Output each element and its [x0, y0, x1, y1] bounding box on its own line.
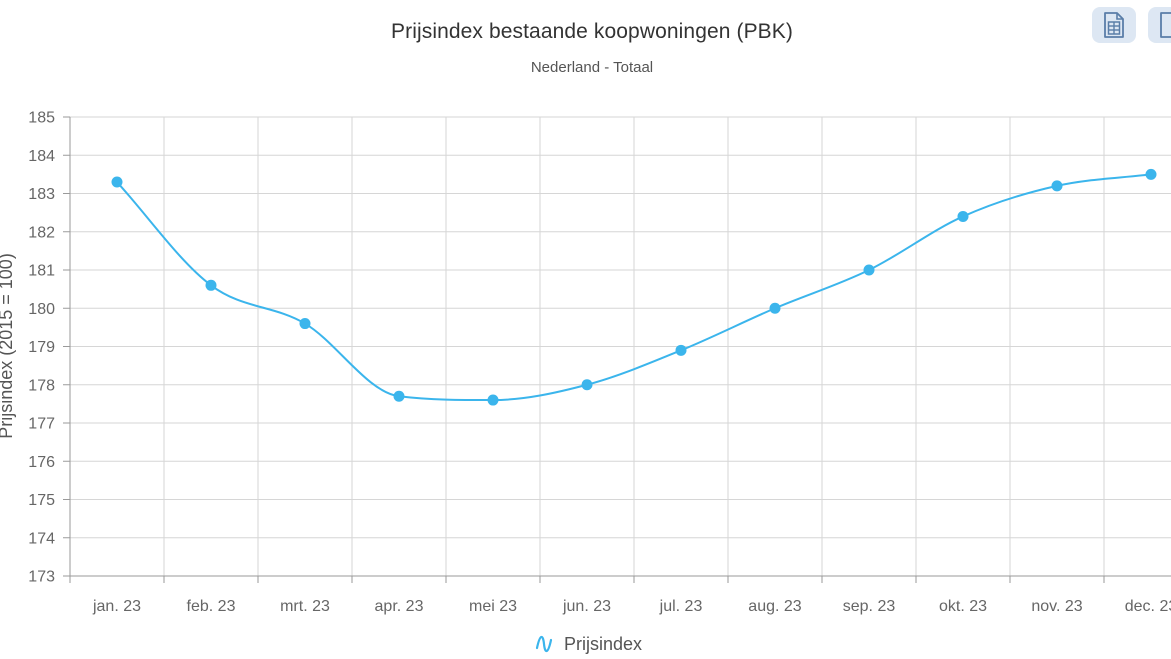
data-point[interactable] [111, 176, 123, 188]
x-axis: jan. 23 feb. 23 mrt. 23 apr. 23 mei 23 jun. 2… [63, 575, 1171, 615]
y-tick-label: 173 [28, 569, 55, 586]
legend[interactable]: Prijsindex [535, 634, 642, 654]
y-tick-label: 179 [28, 339, 55, 356]
x-tick-label: feb. 23 [187, 598, 236, 615]
document-export-button[interactable] [1148, 7, 1171, 43]
y-axis: 173 174 175 176 177 178 179 180 181 182 183 184 185 [28, 110, 71, 586]
x-tick-label: mrt. 23 [280, 598, 330, 615]
document-icon [1160, 12, 1171, 38]
y-tick-label: 175 [28, 492, 55, 509]
data-point[interactable] [299, 318, 311, 330]
y-tick-label: 185 [28, 110, 55, 127]
legend-symbol-icon [535, 635, 553, 653]
data-point[interactable] [1051, 180, 1063, 192]
data-point[interactable] [1145, 168, 1157, 180]
data-point[interactable] [863, 264, 875, 276]
x-tick-label: nov. 23 [1031, 598, 1082, 615]
y-tick-label: 182 [28, 224, 55, 241]
x-tick-label: jan. 23 [92, 598, 141, 615]
data-point[interactable] [581, 379, 593, 391]
y-tick-label: 177 [28, 416, 55, 433]
y-tick-label: 181 [28, 263, 55, 280]
y-tick-label: 180 [28, 301, 55, 318]
table-export-button[interactable] [1092, 7, 1136, 43]
data-point[interactable] [675, 344, 687, 356]
x-tick-label: jul. 23 [659, 598, 703, 615]
x-tick-label: mei 23 [469, 598, 517, 615]
data-point[interactable] [769, 302, 781, 314]
data-point[interactable] [393, 390, 405, 402]
y-tick-label: 184 [28, 148, 55, 165]
x-tick-label: dec. 23 [1125, 598, 1171, 615]
chart-title: Prijsindex bestaande koopwoningen (PBK) [391, 20, 793, 43]
legend-label: Prijsindex [564, 634, 642, 654]
y-tick-label: 174 [28, 530, 55, 547]
x-tick-label: aug. 23 [748, 598, 801, 615]
y-tick-label: 176 [28, 454, 55, 471]
x-tick-label: jun. 23 [562, 598, 611, 615]
y-tick-label: 178 [28, 377, 55, 394]
data-point[interactable] [487, 394, 499, 406]
y-axis-title: Prijsindex (2015 = 100) [0, 253, 16, 439]
grid-layer [69, 116, 1171, 577]
data-point[interactable] [205, 279, 217, 291]
chart-subtitle: Nederland - Totaal [530, 59, 654, 76]
y-tick-label: 183 [28, 186, 55, 203]
x-tick-label: sep. 23 [843, 598, 896, 615]
x-tick-label: apr. 23 [375, 598, 424, 615]
spreadsheet-icon [1104, 12, 1124, 38]
x-tick-label: okt. 23 [939, 598, 987, 615]
series-layer [111, 168, 1157, 406]
data-point[interactable] [957, 210, 969, 222]
